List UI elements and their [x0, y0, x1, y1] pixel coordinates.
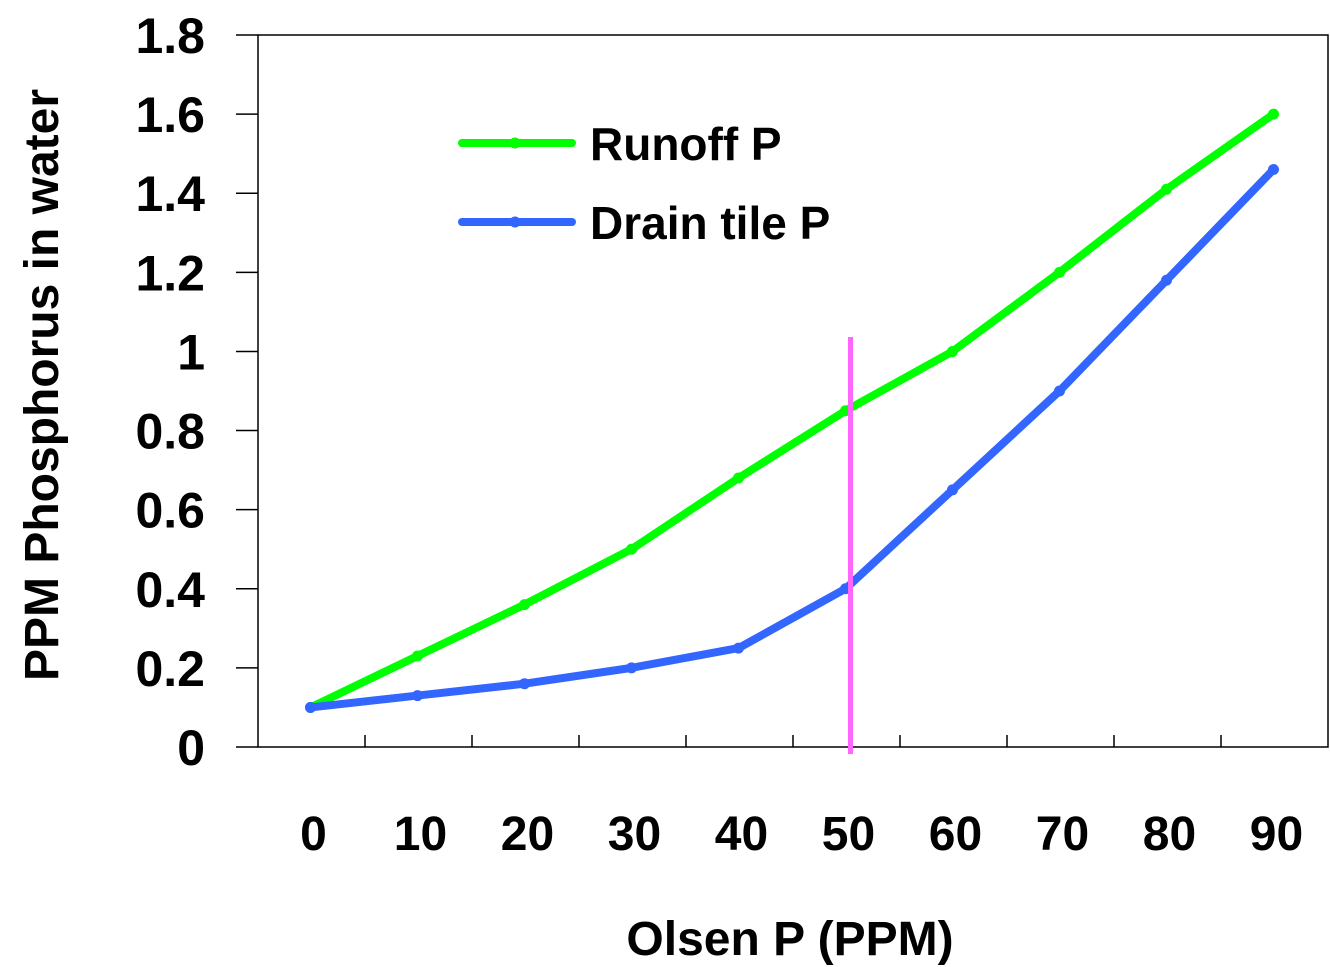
y-tick-label: 0.4 [135, 562, 205, 618]
y-axis-label: PPM Phosphorus in water [16, 89, 69, 681]
y-axis: 0 0.2 0.4 0.6 0.8 1 1.2 1.4 1.6 1.8 [135, 8, 258, 776]
x-tick-label: 10 [394, 808, 447, 861]
legend-label: Drain tile P [590, 197, 830, 249]
plot-frame [257, 34, 1329, 748]
data-point [1268, 108, 1279, 120]
x-tick-label: 20 [501, 808, 554, 861]
x-tick-label: 70 [1036, 808, 1089, 861]
data-point [305, 701, 316, 713]
data-point [1268, 163, 1279, 175]
data-point [1054, 266, 1065, 278]
legend-marker [509, 216, 521, 228]
y-tick-label: 0.6 [135, 483, 205, 539]
x-axis: 0 10 20 30 40 50 60 70 80 90 [300, 735, 1303, 861]
y-tick-label: 0 [177, 720, 205, 776]
data-point [519, 599, 530, 611]
data-point [947, 345, 958, 357]
data-point [1161, 274, 1172, 286]
y-tick-label: 1.4 [135, 166, 205, 222]
data-point [519, 678, 530, 690]
data-point [412, 690, 423, 702]
y-tick-label: 0.2 [135, 641, 205, 697]
series-layer [305, 108, 1279, 713]
series-line [306, 110, 1278, 712]
legend-marker [509, 137, 521, 149]
y-tick-label: 1.2 [135, 245, 205, 301]
y-tick-label: 0.8 [135, 404, 205, 460]
data-point [1054, 385, 1065, 397]
x-tick-label: 30 [608, 808, 661, 861]
legend: Runoff P Drain tile P [458, 118, 830, 249]
x-tick-label: 0 [300, 808, 327, 861]
data-point [947, 484, 958, 496]
y-tick-label: 1 [177, 324, 205, 380]
series-line [306, 165, 1278, 712]
data-point [733, 642, 744, 654]
x-axis-label: Olsen P (PPM) [626, 913, 953, 966]
plot-border [257, 34, 1329, 748]
data-point [733, 472, 744, 484]
x-tick-label: 90 [1250, 808, 1303, 861]
data-point [1161, 183, 1172, 195]
data-point [412, 650, 423, 662]
y-tick-label: 1.6 [135, 87, 205, 143]
data-point [626, 543, 637, 555]
legend-label: Runoff P [590, 118, 782, 170]
y-tick-label: 1.8 [135, 8, 205, 64]
x-tick-label: 80 [1143, 808, 1196, 861]
x-tick-label: 50 [822, 808, 875, 861]
data-point [626, 662, 637, 674]
x-tick-label: 40 [715, 808, 768, 861]
x-tick-label: 60 [929, 808, 982, 861]
